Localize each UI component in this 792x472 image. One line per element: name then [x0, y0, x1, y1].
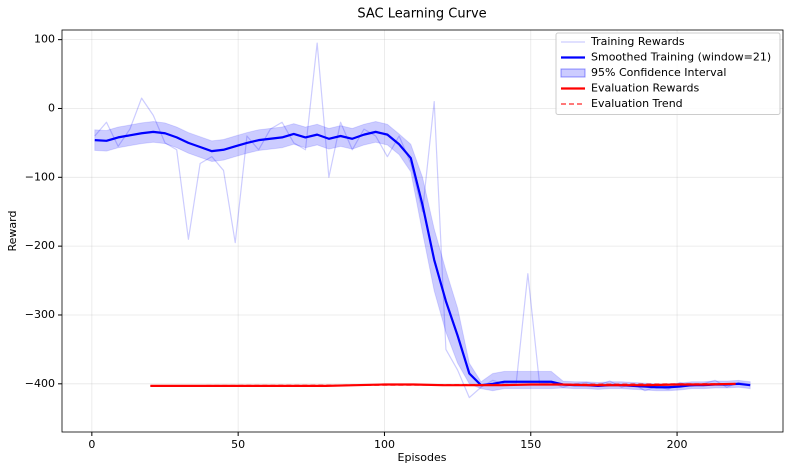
series-line [94, 130, 751, 389]
plot-area [94, 42, 751, 399]
y-axis-label: Reward [6, 211, 19, 252]
y-tick-label: −300 [25, 308, 55, 321]
plot-frame [61, 29, 784, 433]
confidence-band [94, 121, 751, 392]
legend-label: Evaluation Rewards [591, 82, 700, 95]
y-tick-label: 0 [48, 101, 55, 114]
x-tick-label: 100 [374, 438, 395, 451]
legend-label: Evaluation Trend [591, 97, 683, 110]
legend-label: 95% Confidence Interval [591, 66, 726, 79]
x-tick-label: 0 [88, 438, 95, 451]
x-tick-label: 150 [520, 438, 541, 451]
legend-box [555, 32, 781, 115]
y-tick-label: −200 [25, 239, 55, 252]
legend-handle [560, 68, 586, 78]
y-tick-label: −400 [25, 377, 55, 390]
series-line [150, 383, 736, 387]
x-tick-label: 50 [231, 438, 245, 451]
y-tick-label: −100 [25, 170, 55, 183]
legend-label: Training Rewards [590, 35, 685, 48]
x-axis-label: Episodes [398, 451, 447, 464]
chart-title: SAC Learning Curve [357, 7, 486, 22]
legend-label: Smoothed Training (window=21) [591, 51, 771, 64]
x-tick-label: 200 [667, 438, 688, 451]
series-line [94, 42, 751, 399]
y-tick-label: 100 [34, 33, 55, 46]
